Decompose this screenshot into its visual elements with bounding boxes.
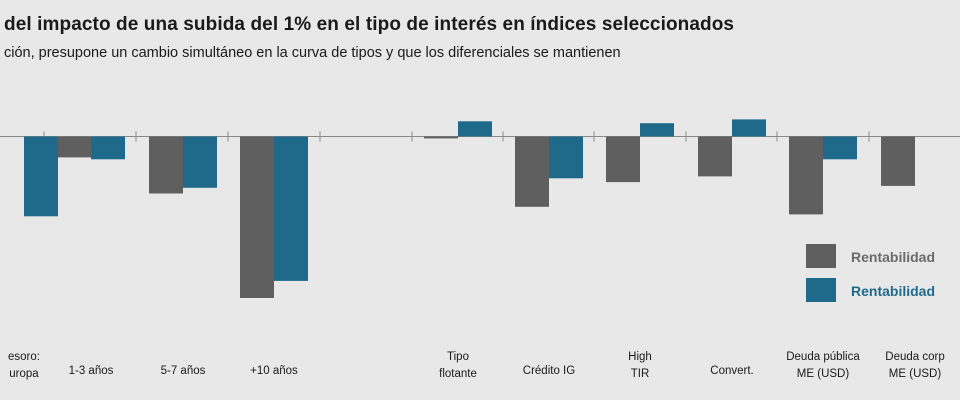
bar-series1-cat2 [57,136,91,158]
category-label-4: +10 años [250,365,298,377]
bar-series1-cat10 [881,136,915,186]
chart-title: del impacto de una subida del 1% en el t… [4,14,735,35]
bar-series1-cat8 [698,136,732,177]
bar-series1-cat6 [515,136,549,207]
bar-series1-cat7 [606,136,640,183]
category-label-5-line2: flotante [439,368,477,380]
legend-label-1: Rentabilidad [851,249,935,265]
category-label-10-line1: Deuda corp [885,351,944,363]
category-label-9-line1: Deuda pública [786,351,860,363]
bar-series2-cat9 [823,136,857,160]
bar-series2-cat3 [183,136,217,188]
bar-series1-cat3 [149,136,183,194]
category-labels: esoro: uropa 1-3 años 5-7 años +10 años Tipo f… [8,351,945,380]
category-label-1-line2: uropa [9,368,39,380]
category-label-7-line2: TIR [631,368,650,380]
legend: Rentabilidad Rentabilidad [806,244,935,302]
bar-series2-cat1 [24,136,58,217]
legend-swatch-2 [806,278,836,302]
legend-swatch-1 [806,244,836,268]
bar-series2-cat6 [549,136,583,179]
category-label-7-line1: High [628,351,652,363]
legend-label-2: Rentabilidad [851,283,935,299]
category-label-5-line1: Tipo [447,351,469,363]
bar-series2-cat8 [732,119,766,137]
category-label-6: Crédito IG [523,365,575,377]
bar-series2-cat5 [458,121,492,137]
bar-series2-cat7 [640,123,674,137]
bars-group [24,119,915,298]
chart-subtitle: ción, presupone un cambio simultáneo en … [4,45,621,61]
bar-series2-cat2 [91,136,125,160]
category-label-9-line2: ME (USD) [797,368,850,380]
category-label-3: 5-7 años [161,365,206,377]
bar-series1-cat5 [424,136,458,139]
category-label-2: 1-3 años [69,365,114,377]
bar-series2-cat4 [274,136,308,281]
bar-series1-cat4 [240,136,274,298]
category-label-8: Convert. [710,365,753,377]
category-label-10-line2: ME (USD) [889,368,942,380]
category-label-1-line1: esoro: [8,351,40,363]
bar-series1-cat9 [789,136,823,215]
